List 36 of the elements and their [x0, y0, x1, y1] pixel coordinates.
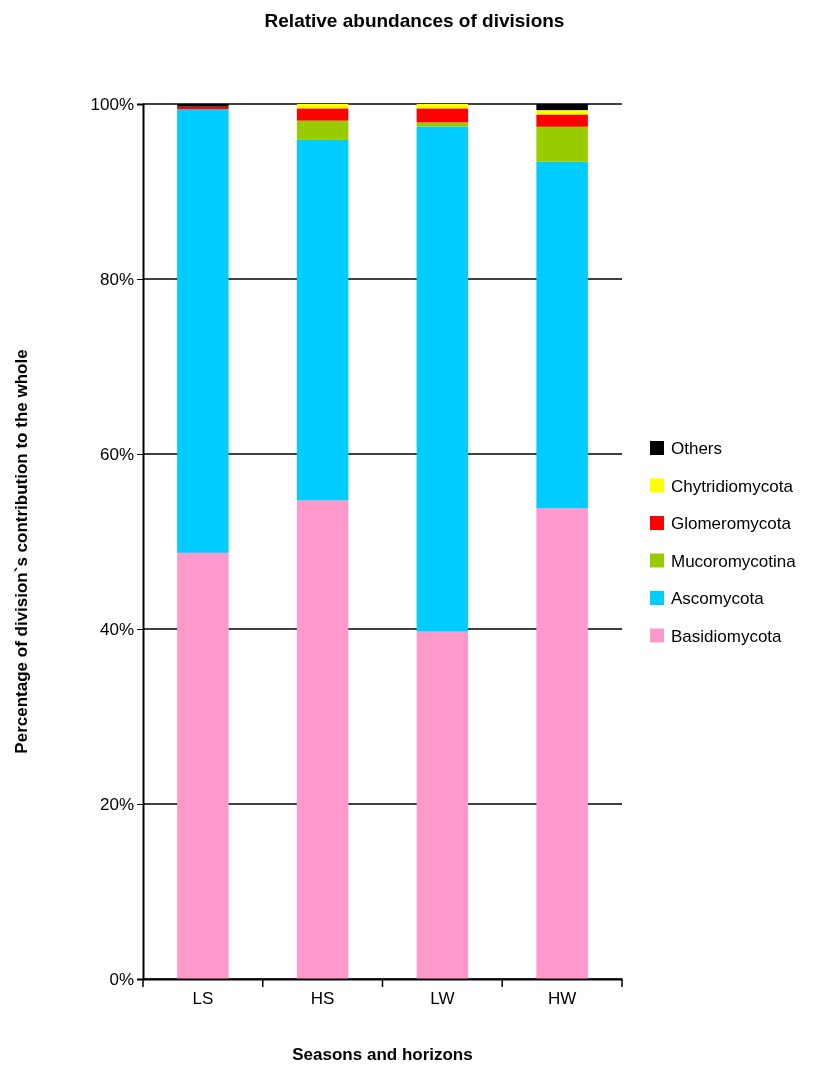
bar — [536, 114, 588, 127]
bar — [416, 126, 469, 632]
bar — [536, 110, 588, 115]
y-tick-label: 100% — [90, 94, 134, 114]
bar — [177, 552, 229, 979]
x-tick-label: LS — [192, 989, 214, 1009]
bar — [296, 108, 349, 121]
x-tick-label: LW — [430, 989, 455, 1009]
bar — [416, 631, 469, 979]
y-tick-label: 0% — [109, 969, 134, 989]
legend-label: Basidiomycota — [671, 626, 783, 646]
bar — [296, 139, 349, 501]
x-tick-label: HS — [310, 989, 335, 1009]
y-tick-label: 60% — [99, 444, 134, 464]
legend-label: Chytridiomycota — [671, 476, 794, 496]
y-tick-label: 80% — [99, 269, 134, 289]
chart-title: Relative abundances of divisions — [264, 10, 565, 31]
bar — [536, 161, 588, 509]
x-axis-title: Seasons and horizons — [292, 1045, 473, 1064]
bar — [296, 500, 349, 979]
legend-label: Ascomycota — [671, 589, 765, 608]
bar — [296, 104, 349, 109]
legend-label: Glomeromycota — [671, 514, 792, 533]
x-tick-label: HW — [547, 989, 577, 1009]
legend-label: Mucoromycotina — [671, 551, 797, 571]
y-tick-label: 40% — [99, 619, 134, 639]
bar — [416, 122, 469, 127]
bar — [177, 109, 229, 553]
bar — [416, 108, 469, 123]
y-axis-title: Percentage of division`s contribution to the whole — [12, 349, 31, 754]
bar — [536, 126, 588, 162]
y-tick-label: 20% — [99, 794, 134, 814]
bar — [416, 104, 469, 109]
legend-label: Others — [671, 439, 723, 458]
bar — [536, 508, 588, 979]
bar — [296, 120, 349, 140]
